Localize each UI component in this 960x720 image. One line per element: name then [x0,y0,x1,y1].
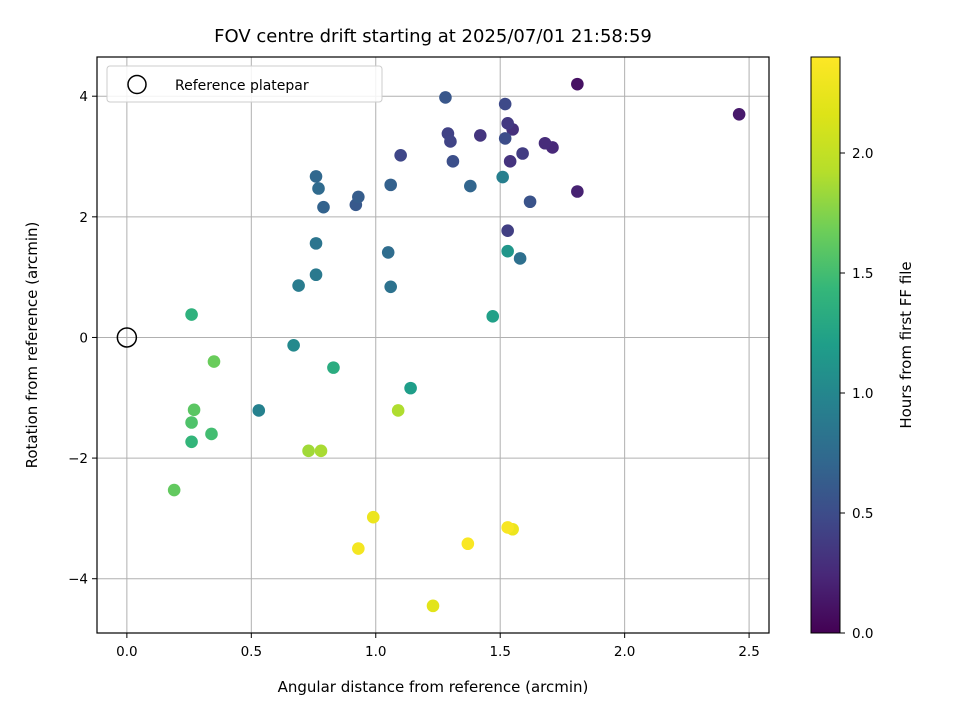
data-point [317,200,330,214]
legend-reference-marker-icon [127,74,147,95]
y-tick-label: 2 [79,210,88,226]
data-points [116,77,746,613]
x-tick-label: 2.5 [738,644,759,660]
x-tick-label: 1.5 [489,644,510,660]
data-point [464,179,477,193]
data-point [498,132,512,145]
y-tick-label: 4 [79,89,88,105]
colorbar-tick-label: 0.5 [852,506,873,522]
plot-area [96,56,770,634]
colorbar: 0.0 0.5 1.0 1.5 2.0 Hours from first FF file [810,56,915,642]
data-point [205,427,218,441]
data-point [501,521,514,534]
colorbar-tick-label: 1.5 [852,266,873,282]
data-point [252,404,266,417]
data-point [439,91,452,104]
data-point [207,355,221,368]
data-point [381,246,395,259]
data-point [187,403,201,417]
data-point [516,147,529,160]
data-point [501,117,514,130]
legend-label-reference: Reference platepar [175,78,309,94]
data-point [461,537,475,551]
data-point [496,170,509,184]
data-point [185,308,198,321]
y-axis-label: Rotation from reference (arcmin) [23,222,41,469]
data-point [503,155,517,168]
data-point [501,244,514,258]
x-tick-label: 0.0 [116,644,137,660]
data-point [571,77,584,91]
grid-lines [97,57,769,633]
data-point [292,279,305,292]
colorbar-tick-label: 0.0 [852,626,873,642]
data-point [352,190,365,204]
data-point [538,136,552,150]
colorbar-ticks: 0.0 0.5 1.0 1.5 2.0 [840,146,873,642]
x-axis-label: Angular distance from reference (arcmin) [278,678,589,696]
data-point [732,107,746,121]
reference-platepar-point [116,327,138,348]
data-point [391,404,405,417]
x-tick-label: 2.0 [614,644,635,660]
data-point [486,310,500,323]
colorbar-tick-label: 2.0 [852,146,873,162]
data-point [352,542,365,555]
data-point [185,416,198,429]
y-tick-label: −2 [68,451,88,467]
data-point [309,170,323,183]
chart-title: FOV centre drift starting at 2025/07/01 … [214,26,652,47]
colorbar-label: Hours from first FF file [897,261,915,428]
data-point [287,339,300,352]
data-point [302,444,315,458]
y-tick-label: 0 [79,330,88,346]
data-point [571,185,584,198]
data-point [366,510,380,524]
x-tick-label: 1.0 [365,644,386,660]
data-point [185,435,198,449]
data-point [167,483,181,497]
data-point [312,182,325,195]
colorbar-frame [810,56,841,634]
colorbar-tick-label: 1.0 [852,386,873,402]
data-point [444,135,457,148]
data-point [394,149,407,162]
y-tick-label: −4 [68,572,88,588]
colorbar-gradient [811,57,840,633]
data-point [501,224,514,238]
legend: Reference platepar [106,65,383,103]
data-point [327,361,340,374]
plot-frame [96,56,770,634]
data-point [446,155,460,168]
data-point [498,97,512,111]
data-point [309,268,323,282]
data-point [384,280,397,294]
x-axis-ticks: 0.0 0.5 1.0 1.5 2.0 2.5 [116,633,760,660]
data-point [314,444,328,458]
data-point [513,252,527,265]
data-point [404,381,417,395]
y-axis-ticks: −4 −2 0 2 4 [68,89,97,588]
data-point [426,599,440,613]
data-point [523,195,537,209]
data-point [473,129,487,142]
x-tick-label: 0.5 [241,644,262,660]
data-point [384,178,397,192]
data-point [309,237,323,250]
legend-box [106,65,383,103]
